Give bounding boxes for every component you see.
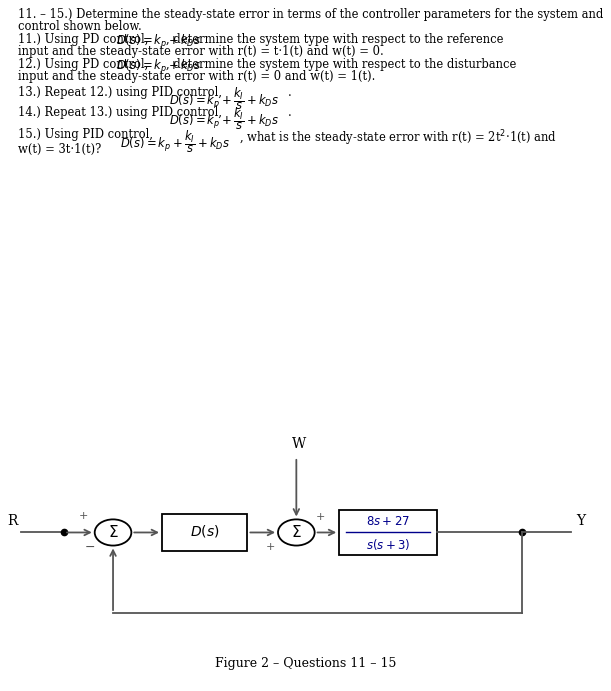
FancyBboxPatch shape [339, 510, 437, 555]
Text: Figure 2 – Questions 11 – 15: Figure 2 – Questions 11 – 15 [215, 657, 396, 670]
Text: $\Sigma$: $\Sigma$ [108, 524, 119, 540]
Text: 14.) Repeat 13.) using PID control,: 14.) Repeat 13.) using PID control, [18, 106, 229, 119]
Text: −: − [84, 541, 95, 554]
Text: $s(s+3)$: $s(s+3)$ [366, 537, 410, 552]
Text: +: + [266, 542, 276, 551]
Text: $D(s)=k_p+k_{D}s$: $D(s)=k_p+k_{D}s$ [115, 57, 201, 75]
Text: $D(s)=k_p+\dfrac{k_I}{s}+k_{D}s$: $D(s)=k_p+\dfrac{k_I}{s}+k_{D}s$ [120, 129, 230, 155]
Text: 13.) Repeat 12.) using PID control,: 13.) Repeat 12.) using PID control, [18, 86, 229, 99]
Text: R: R [7, 514, 17, 529]
Text: $D(s)$: $D(s)$ [190, 524, 219, 540]
Text: Y: Y [576, 514, 585, 529]
Text: 12.) Using PD control,: 12.) Using PD control, [18, 57, 156, 70]
Text: $D(s)=k_p+\dfrac{k_I}{s}+k_{D}s$: $D(s)=k_p+\dfrac{k_I}{s}+k_{D}s$ [169, 106, 279, 132]
Text: $D(s)=k_p+k_{D}s$: $D(s)=k_p+k_{D}s$ [115, 32, 201, 50]
Text: , what is the steady-state error with r(t) = 2t$^2$·1(t) and: , what is the steady-state error with r(… [240, 129, 557, 148]
Text: $8s+27$: $8s+27$ [366, 515, 410, 528]
Text: +: + [79, 511, 89, 522]
Text: .: . [288, 106, 292, 119]
Text: 15.) Using PID control,: 15.) Using PID control, [18, 129, 161, 141]
Text: 11.) Using PD control,: 11.) Using PD control, [18, 32, 156, 46]
Text: 11. – 15.) Determine the steady-state error in terms of the controller parameter: 11. – 15.) Determine the steady-state er… [18, 8, 604, 21]
Text: input and the steady-state error with r(t) = t·1(t) and w(t) = 0.: input and the steady-state error with r(… [18, 45, 384, 58]
Text: $\Sigma$: $\Sigma$ [291, 524, 302, 540]
Text: .: . [288, 86, 292, 99]
Text: w(t) = 3t·1(t)?: w(t) = 3t·1(t)? [18, 143, 101, 155]
Text: W: W [292, 437, 307, 451]
Text: +: + [316, 512, 326, 522]
Text: control shown below.: control shown below. [18, 20, 142, 33]
Text: , determine the system type with respect to the reference: , determine the system type with respect… [166, 32, 503, 46]
Text: , determine the system type with respect to the disturbance: , determine the system type with respect… [166, 57, 516, 70]
Text: $D(s)=k_p+\dfrac{k_I}{s}+k_{D}s$: $D(s)=k_p+\dfrac{k_I}{s}+k_{D}s$ [169, 86, 279, 112]
FancyBboxPatch shape [162, 514, 247, 551]
Text: input and the steady-state error with r(t) = 0 and w(t) = 1(t).: input and the steady-state error with r(… [18, 70, 376, 82]
